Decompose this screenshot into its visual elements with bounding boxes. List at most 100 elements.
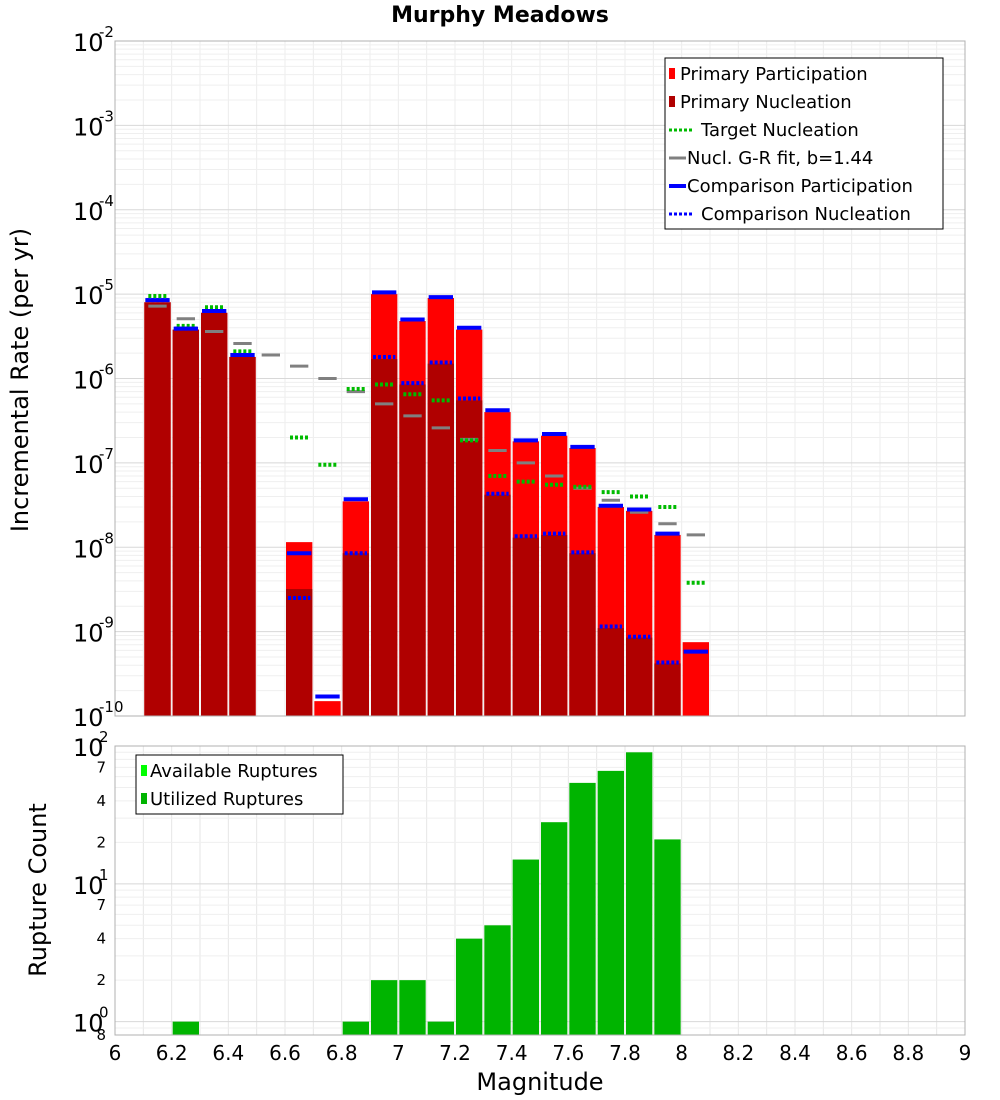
legend-label: Utilized Ruptures <box>150 789 303 810</box>
participation-bar <box>682 642 709 716</box>
bottom-plot-frame <box>114 745 966 1036</box>
legend-swatch <box>141 765 147 776</box>
y-tick-label: 101 <box>73 866 109 900</box>
nucleation-bar <box>229 356 256 716</box>
y-tick-base: 10 <box>73 734 104 762</box>
y-tick-label: 10-6 <box>73 361 114 395</box>
nucleation-bar <box>286 589 313 716</box>
y-tick-label: 10-7 <box>73 445 114 479</box>
nucleation-bar <box>654 663 681 716</box>
y-tick-exponent: -2 <box>99 23 114 41</box>
top-y-axis-label: Incremental Rate (per yr) <box>6 228 34 532</box>
y-minor-tick-label: 2 <box>96 833 106 851</box>
legend-swatch <box>669 68 675 79</box>
y-tick-base: 10 <box>73 113 104 141</box>
y-tick-base: 10 <box>73 282 104 310</box>
y-minor-tick-label: 4 <box>96 792 106 810</box>
y-tick-label: 102 <box>73 728 109 762</box>
legend-swatch <box>669 96 675 107</box>
y-tick-exponent: -10 <box>99 698 124 716</box>
nucleation-bar <box>484 494 511 716</box>
legend-label: Primary Participation <box>680 64 868 85</box>
nucleation-bar <box>597 628 624 716</box>
y-tick-base: 10 <box>73 198 104 226</box>
nucleation-bar <box>399 384 426 716</box>
x-tick-label: 8 <box>675 1041 688 1065</box>
x-tick-label: 8.8 <box>892 1041 924 1065</box>
x-tick-label: 6.8 <box>326 1041 358 1065</box>
nucleation-bar <box>626 637 653 716</box>
y-tick-exponent: 1 <box>99 866 109 884</box>
rupture-count-bar <box>654 839 681 1035</box>
y-tick-label: 10-5 <box>73 276 114 310</box>
legend-label: Target Nucleation <box>700 120 859 141</box>
x-axis-label: Magnitude <box>476 1068 603 1096</box>
legend-label: Primary Nucleation <box>680 92 852 113</box>
legend-label: Nucl. G-R fit, b=1.44 <box>687 148 873 169</box>
y-tick-exponent: 2 <box>99 728 109 746</box>
rupture-count-bar <box>626 752 653 1035</box>
x-tick-label: 9 <box>959 1041 972 1065</box>
rupture-count-bar <box>484 925 511 1035</box>
y-tick-label: 10-2 <box>73 23 114 57</box>
x-tick-label: 6.4 <box>212 1041 244 1065</box>
rupture-count-bar <box>541 822 568 1035</box>
y-tick-base: 10 <box>73 29 104 57</box>
y-tick-label: 100 <box>73 1004 109 1038</box>
legend-box <box>135 754 344 815</box>
x-tick-label: 6 <box>109 1041 122 1065</box>
nucleation-bar <box>569 553 596 716</box>
nucleation-bar <box>342 553 369 716</box>
x-tick-label: 7.4 <box>496 1041 528 1065</box>
bottom-legend: Available Ruptures Utilized Ruptures <box>135 754 344 815</box>
y-minor-tick-label: 8 <box>96 1026 106 1044</box>
bottom-y-axis-label: Rupture Count <box>24 803 52 977</box>
y-tick-base: 10 <box>73 872 104 900</box>
nucleation-bar <box>456 400 483 716</box>
y-tick-exponent: -3 <box>99 107 114 125</box>
legend-box <box>664 57 944 230</box>
nucleation-bar <box>541 534 568 716</box>
y-tick-label: 10-8 <box>73 529 114 563</box>
y-tick-exponent: -4 <box>99 192 114 210</box>
y-tick-label: 10-9 <box>73 614 114 648</box>
y-minor-tick-label: 7 <box>96 758 106 776</box>
rupture-count-bar <box>399 980 426 1035</box>
nucleation-bar <box>427 363 454 716</box>
y-minor-tick-label: 2 <box>96 971 106 989</box>
y-tick-base: 10 <box>73 620 104 648</box>
nucleation-bar <box>144 302 171 716</box>
legend-label: Comparison Nucleation <box>701 204 911 225</box>
x-tick-label: 6.6 <box>269 1041 301 1065</box>
rupture-count-bar <box>427 1021 454 1035</box>
bottom-x-ticks: 6 6.2 6.4 6.6 6.8 7 7.2 7.4 7.6 7.8 8 8.2 8.4 8.6 8.8 9 <box>109 1041 972 1065</box>
nucleation-bar <box>201 312 228 716</box>
legend-swatch <box>141 793 147 804</box>
legend-label: Comparison Participation <box>687 176 913 197</box>
y-minor-tick-label: 7 <box>96 896 106 914</box>
nucleation-bar <box>172 329 199 716</box>
x-tick-label: 8.2 <box>722 1041 754 1065</box>
top-plot-frame <box>114 40 966 717</box>
y-tick-exponent: -7 <box>99 445 114 463</box>
y-tick-base: 10 <box>73 1010 104 1038</box>
y-minor-tick-label: 4 <box>96 930 106 948</box>
x-tick-label: 7.6 <box>552 1041 584 1065</box>
x-tick-label: 8.4 <box>779 1041 811 1065</box>
participation-bar <box>314 701 341 716</box>
top-bars <box>144 294 709 716</box>
y-tick-exponent: -8 <box>99 529 114 547</box>
y-tick-label: 10-3 <box>73 107 114 141</box>
rupture-count-bar <box>456 938 483 1035</box>
rupture-count-bar <box>172 1021 199 1035</box>
chart-title: Murphy Meadows <box>391 3 609 28</box>
y-tick-label: 10-4 <box>73 192 114 226</box>
x-tick-label: 7 <box>392 1041 405 1065</box>
top-lines <box>145 290 708 699</box>
x-tick-label: 6.2 <box>156 1041 188 1065</box>
nucleation-bar <box>371 359 398 716</box>
x-tick-label: 8.6 <box>836 1041 868 1065</box>
